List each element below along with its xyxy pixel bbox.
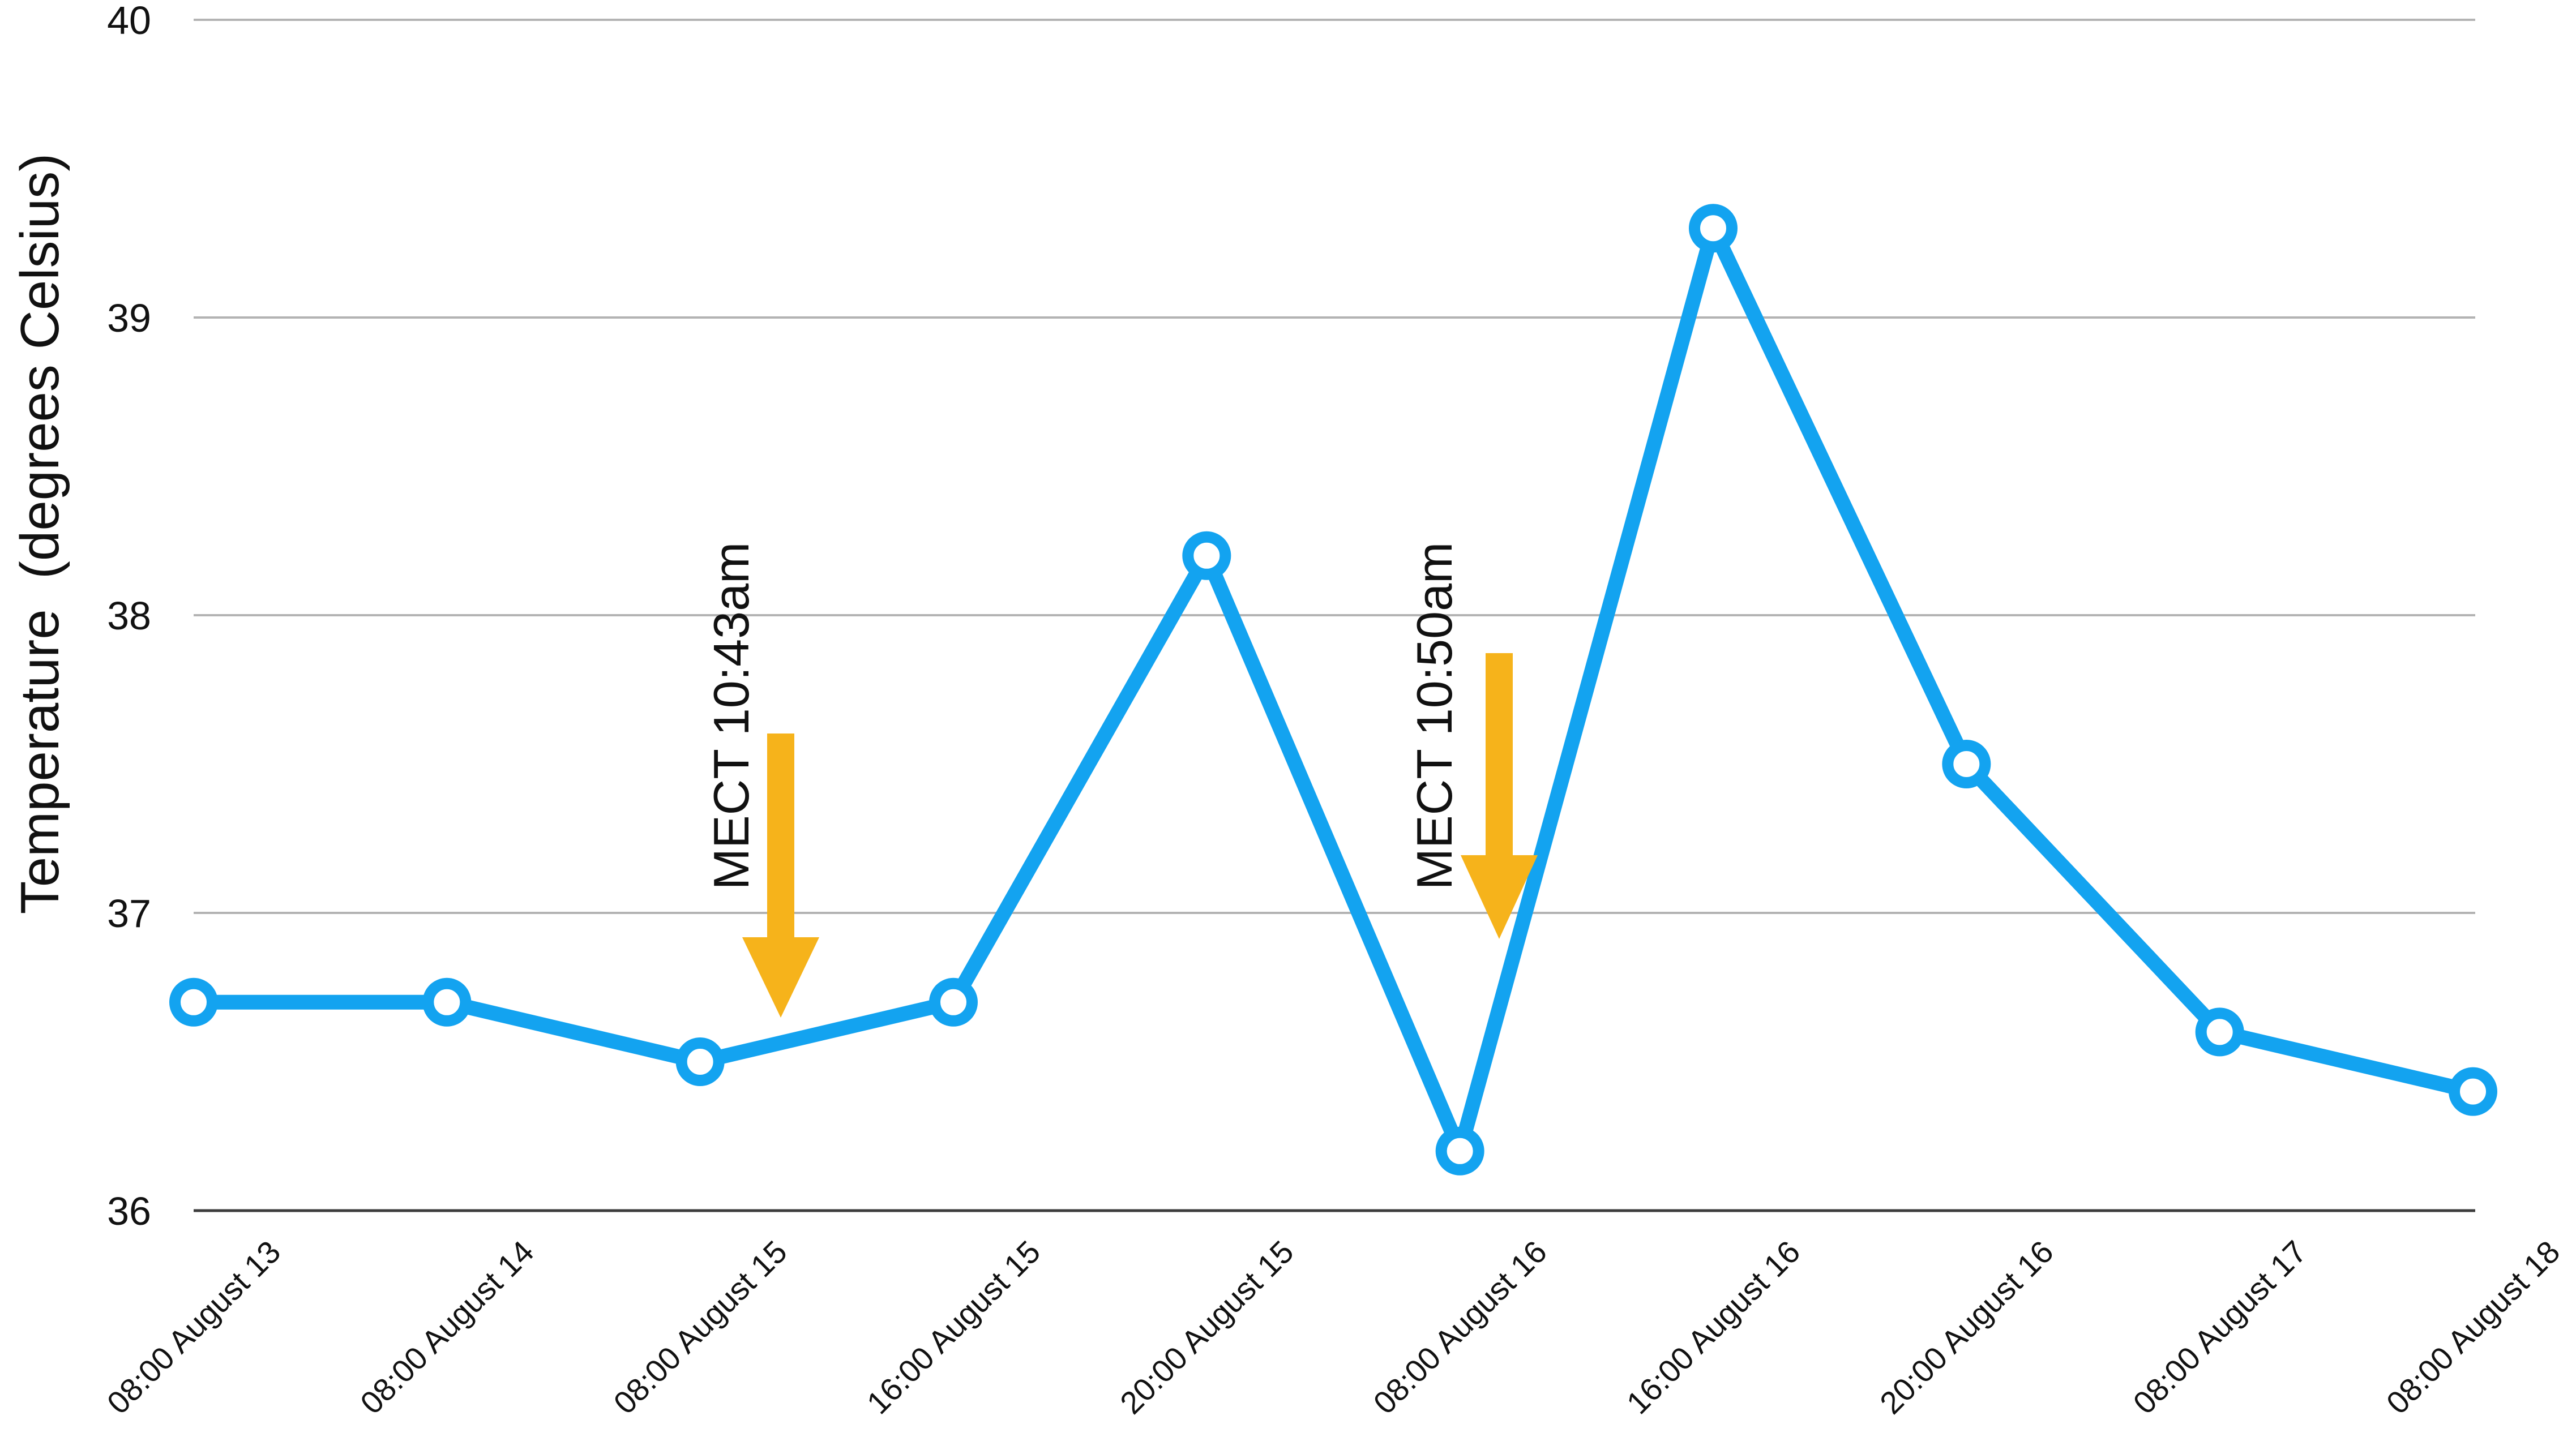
x-tick-label: 16:00 August 15 xyxy=(860,1234,1047,1421)
down-arrow-icon xyxy=(742,733,819,1018)
y-axis-tick-labels: 36 37 38 39 40 xyxy=(107,0,151,1233)
x-tick-label: 08:00 August 18 xyxy=(2380,1234,2567,1421)
annotation-label: MECT 10:43am xyxy=(703,542,759,890)
series-temperature xyxy=(186,221,2480,1159)
x-tick-label: 16:00 August 16 xyxy=(1620,1234,1807,1421)
series-line xyxy=(186,221,2480,1159)
data-point xyxy=(675,1037,725,1086)
gridlines xyxy=(194,19,2475,1212)
data-point-markers xyxy=(169,204,2497,1176)
x-tick-label: 08:00 August 13 xyxy=(100,1234,288,1421)
y-tick-label: 37 xyxy=(107,891,151,936)
data-point xyxy=(2449,1067,2497,1116)
data-point xyxy=(1435,1126,1484,1176)
data-point xyxy=(929,977,978,1027)
x-axis-tick-labels: 08:00 August 13 08:00 August 14 08:00 Augu… xyxy=(100,1234,2567,1421)
x-tick-label: 20:00 August 16 xyxy=(1873,1234,2060,1421)
y-axis-title: Temperature (degrees Celsius) xyxy=(10,153,70,915)
data-point xyxy=(422,977,472,1027)
data-point xyxy=(1182,531,1231,580)
x-tick-label: 08:00 August 17 xyxy=(2126,1234,2313,1421)
annotations: MECT 10:43am MECT 10:50am xyxy=(703,542,1538,1018)
x-tick-label: 08:00 August 14 xyxy=(353,1234,541,1421)
data-point xyxy=(1942,740,1991,788)
annotation: MECT 10:50am xyxy=(1406,542,1538,939)
data-point xyxy=(2195,1007,2244,1057)
x-tick-label: 08:00 August 16 xyxy=(1366,1234,1554,1421)
y-tick-label: 36 xyxy=(107,1189,151,1233)
down-arrow-icon xyxy=(1461,653,1538,939)
data-point xyxy=(169,977,218,1027)
annotation-label: MECT 10:50am xyxy=(1406,542,1462,890)
x-tick-label: 20:00 August 15 xyxy=(1113,1234,1300,1421)
x-tick-label: 08:00 August 15 xyxy=(606,1234,794,1421)
annotation: MECT 10:43am xyxy=(703,542,819,1018)
y-tick-label: 39 xyxy=(107,296,151,340)
y-tick-label: 38 xyxy=(107,594,151,638)
data-point xyxy=(1689,204,1738,253)
y-tick-label: 40 xyxy=(107,0,151,42)
